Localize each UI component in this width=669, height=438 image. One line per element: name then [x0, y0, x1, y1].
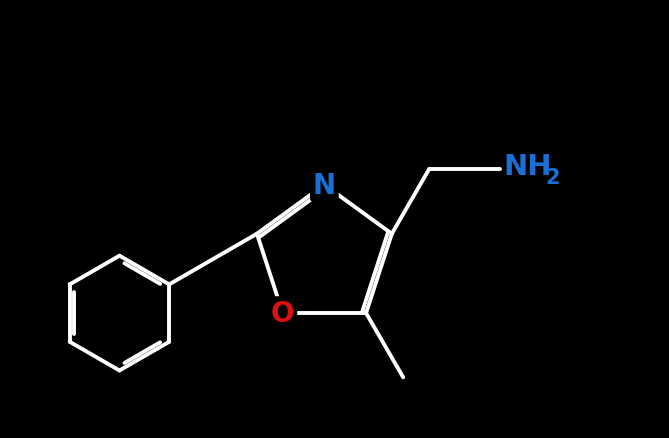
- Text: N: N: [313, 171, 336, 199]
- Text: NH: NH: [503, 153, 552, 180]
- Text: 2: 2: [545, 168, 560, 188]
- Text: O: O: [271, 299, 294, 327]
